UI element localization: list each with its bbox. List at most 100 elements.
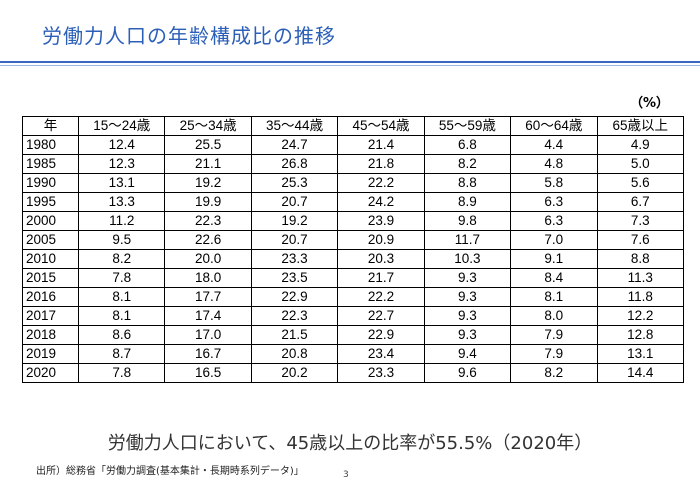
table-cell: 22.9 [337,325,425,345]
table-body: 1980 12.4 25.5 24.7 21.4 6.8 4.4 4.9 1985 12.3 21.… [22,135,685,383]
table-cell: 13.1 [596,344,685,364]
table-cell: 8.9 [423,192,512,212]
table-cell: 19.9 [164,192,252,212]
table-cell: 4.4 [510,135,598,155]
table-row: 2019 8.7 16.7 20.8 23.4 9.4 7.9 13.1 [22,344,685,364]
table-cell: 8.8 [423,173,512,193]
row-year-cell: 2018 [22,325,79,345]
table-cell: 22.3 [250,306,339,326]
table-cell: 25.5 [164,135,252,155]
table-cell: 6.7 [596,192,685,212]
table-row: 1995 13.3 19.9 20.7 24.2 8.9 6.3 6.7 [22,192,685,212]
table-row: 1980 12.4 25.5 24.7 21.4 6.8 4.4 4.9 [22,135,685,155]
table-row: 1985 12.3 21.1 26.8 21.8 8.2 4.8 5.0 [22,154,685,174]
header-60-64: 60～64歳 [510,116,598,136]
table-cell: 21.5 [250,325,339,345]
title-divider-thin [0,65,700,66]
table-cell: 22.9 [250,287,339,307]
table-cell: 9.5 [77,230,166,250]
header-35-44: 35～44歳 [250,116,339,136]
table-cell: 20.2 [250,363,339,383]
row-year-cell: 2020 [22,363,79,383]
table-cell: 7.3 [596,211,685,231]
table-cell: 11.2 [77,211,166,231]
table-cell: 17.0 [164,325,252,345]
title-divider [0,61,700,63]
table-cell: 12.8 [596,325,685,345]
table-cell: 11.3 [596,268,685,288]
table-cell: 7.6 [596,230,685,250]
table-row: 2005 9.5 22.6 20.7 20.9 11.7 7.0 7.6 [22,230,685,250]
table-cell: 23.4 [337,344,425,364]
table-row: 2017 8.1 17.4 22.3 22.7 9.3 8.0 12.2 [22,306,685,326]
row-year-cell: 2016 [22,287,79,307]
table-cell: 8.8 [596,249,685,269]
table-cell: 23.9 [337,211,425,231]
table-cell: 12.3 [77,154,166,174]
table-cell: 8.2 [423,154,512,174]
table-cell: 4.9 [596,135,685,155]
summary-text: 労働力人口において、45歳以上の比率が55.5%（2020年） [107,433,593,454]
table-cell: 17.4 [164,306,252,326]
row-year-cell: 2000 [22,211,79,231]
header-65-plus: 65歳以上 [596,116,685,136]
table-cell: 20.3 [337,249,425,269]
table-cell: 9.8 [423,211,512,231]
header-15-24: 15～24歳 [77,116,166,136]
table-cell: 20.9 [337,230,425,250]
page-title: 労働力人口の年齢構成比の推移 [42,24,336,48]
table-header-row: 年 15～24歳 25～34歳 35～44歳 45～54歳 55～59歳 60～… [22,116,685,136]
table-cell: 16.5 [164,363,252,383]
table-cell: 24.2 [337,192,425,212]
row-year-cell: 2010 [22,249,79,269]
table-cell: 22.2 [337,173,425,193]
table-cell: 7.9 [510,344,598,364]
row-year-cell: 1980 [22,135,79,155]
table-cell: 17.7 [164,287,252,307]
table-cell: 23.3 [250,249,339,269]
table-row: 2000 11.2 22.3 19.2 23.9 9.8 6.3 7.3 [22,211,685,231]
table-cell: 26.8 [250,154,339,174]
row-year-cell: 2005 [22,230,79,250]
page-number: 3 [343,470,349,480]
table-cell: 8.6 [77,325,166,345]
table-cell: 9.3 [423,306,512,326]
table-cell: 7.8 [77,363,166,383]
table-cell: 9.3 [423,325,512,345]
table-cell: 19.2 [164,173,252,193]
table-cell: 6.3 [510,192,598,212]
row-year-cell: 2017 [22,306,79,326]
table-cell: 22.3 [164,211,252,231]
table-cell: 6.8 [423,135,512,155]
table-cell: 22.6 [164,230,252,250]
table-row: 2018 8.6 17.0 21.5 22.9 9.3 7.9 12.8 [22,325,685,345]
table-cell: 5.6 [596,173,685,193]
table-cell: 8.2 [77,249,166,269]
table-cell: 25.3 [250,173,339,193]
row-year-cell: 1985 [22,154,79,174]
table-row: 2020 7.8 16.5 20.2 23.3 9.6 8.2 14.4 [22,363,685,383]
table-cell: 7.0 [510,230,598,250]
table-cell: 9.1 [510,249,598,269]
table-cell: 5.0 [596,154,685,174]
table-cell: 12.2 [596,306,685,326]
table-cell: 19.2 [250,211,339,231]
table-cell: 8.7 [77,344,166,364]
table-cell: 21.7 [337,268,425,288]
table-cell: 23.3 [337,363,425,383]
table-cell: 24.7 [250,135,339,155]
table-cell: 8.0 [510,306,598,326]
table-cell: 14.4 [596,363,685,383]
row-year-cell: 2015 [22,268,79,288]
table-cell: 4.8 [510,154,598,174]
table-cell: 23.5 [250,268,339,288]
row-year-cell: 1995 [22,192,79,212]
header-25-34: 25～34歳 [164,116,252,136]
table-cell: 18.0 [164,268,252,288]
table-cell: 8.2 [510,363,598,383]
table-cell: 20.8 [250,344,339,364]
table-row: 2015 7.8 18.0 23.5 21.7 9.3 8.4 11.3 [22,268,685,288]
table-cell: 9.6 [423,363,512,383]
table-cell: 9.4 [423,344,512,364]
unit-label: （%） [630,96,670,111]
